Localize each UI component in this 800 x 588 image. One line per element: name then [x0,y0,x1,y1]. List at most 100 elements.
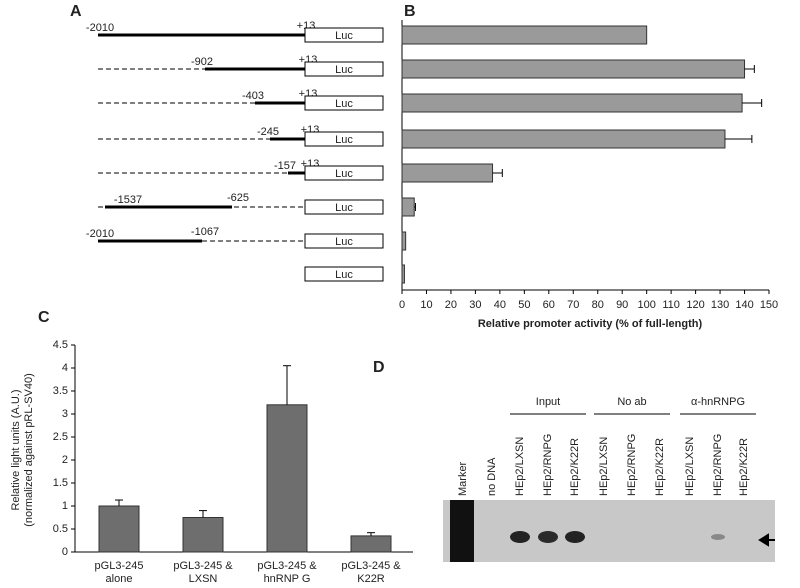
lane-label: HEp2/K22R [654,438,666,496]
lane-label: Marker [457,461,469,496]
y-tick-label: 1.5 [53,477,68,489]
x-tick-label: pGL3-245 [95,560,144,572]
lane-label: HEp2/K22R [569,438,581,496]
reporter-label: Luc [335,64,353,76]
luc-box [304,131,384,147]
position-label: -1537 [114,194,142,206]
x-tick-label: pGL3-245 & [173,560,233,572]
lane-label: HEp2/RNPG [542,434,554,496]
x-tick-label: K22R [357,573,385,585]
x-tick-label: alone [106,573,133,585]
x-tick-label: 10 [420,299,432,311]
band [565,531,585,543]
reporter-label: Luc [335,98,353,110]
panel-label: A [70,3,82,20]
band [510,531,530,543]
reporter-label: Luc [335,30,353,42]
y-tick-label: 4 [62,362,68,374]
position-label: -245 [257,126,279,138]
luc-box [304,165,384,181]
lane-label: no DNA [486,457,498,496]
x-tick-label: LXSN [189,573,218,585]
y-tick-label: 1 [62,500,68,512]
reporter-label: Luc [335,168,353,180]
reporter-label: Luc [335,134,353,146]
x-axis-title: Relative promoter activity (% of full-le… [478,318,703,330]
bar [401,93,743,113]
luc-box [304,27,384,43]
y-tick-label: 3.5 [53,385,68,397]
y-axis-title: (normalized against pRL-SV40) [23,373,35,526]
bar [401,231,407,251]
x-tick-label: 40 [494,299,506,311]
position-label: -2010 [86,228,114,240]
y-tick-label: 0.5 [53,523,68,535]
reporter-label: Luc [335,202,353,214]
x-tick-label: 110 [662,299,680,311]
position-label: -625 [227,192,249,204]
x-tick-label: 130 [711,299,729,311]
panel-label: C [38,309,50,326]
group-label: Input [536,396,560,408]
y-tick-label: 0 [62,546,68,558]
lane-label: HEp2/RNPG [626,434,638,496]
bar [350,535,392,553]
band [711,534,725,540]
y-tick-label: 3 [62,408,68,420]
position-label: -902 [191,56,213,68]
x-tick-label: hnRNP G [264,573,311,585]
lane-label: HEp2/RNPG [712,434,724,496]
bar [182,517,224,553]
band [538,531,558,543]
x-tick-label: pGL3-245 & [341,560,401,572]
y-axis-title: Relative light units (A.U.) [10,389,22,510]
x-tick-label: 50 [518,299,530,311]
x-tick-label: 0 [399,299,405,311]
group-label: No ab [617,396,646,408]
panel-label: D [373,359,385,376]
x-tick-label: 70 [567,299,579,311]
bar [401,129,726,149]
bar [266,404,308,553]
y-tick-label: 2 [62,454,68,466]
reporter-label: Luc [335,236,353,248]
x-tick-label: 100 [637,299,655,311]
position-label: -1067 [191,226,219,238]
lane-label: HEp2/LXSN [684,437,696,496]
luc-box [304,199,384,215]
x-tick-label: 20 [445,299,457,311]
bar [401,264,405,284]
luc-box [304,61,384,77]
lane-label: HEp2/LXSN [598,437,610,496]
x-tick-label: 90 [616,299,628,311]
arrow [758,533,775,547]
marker-smear [450,500,474,562]
position-label: -2010 [86,22,114,34]
y-tick-label: 4.5 [53,339,68,351]
gel [443,500,775,562]
x-tick-label: 60 [543,299,555,311]
x-tick-label: 120 [686,299,704,311]
lane-label: HEp2/LXSN [514,437,526,496]
x-tick-label: 150 [760,299,778,311]
lane-label: HEp2/K22R [738,438,750,496]
bar [401,197,415,217]
bar [98,505,140,553]
x-tick-label: pGL3-245 & [257,560,317,572]
luc-box [304,266,384,282]
group-label: α-hnRNPG [691,396,745,408]
position-label: -403 [242,90,264,102]
x-tick-label: 80 [592,299,604,311]
bar [401,25,648,45]
luc-box [304,95,384,111]
x-tick-label: 140 [735,299,753,311]
y-tick-label: 2.5 [53,431,68,443]
luc-box [304,233,384,249]
position-label: -157 [274,160,296,172]
bar [401,59,746,79]
panel-label: B [404,3,416,20]
reporter-label: Luc [335,269,353,281]
bar [401,163,494,183]
x-tick-label: 30 [469,299,481,311]
